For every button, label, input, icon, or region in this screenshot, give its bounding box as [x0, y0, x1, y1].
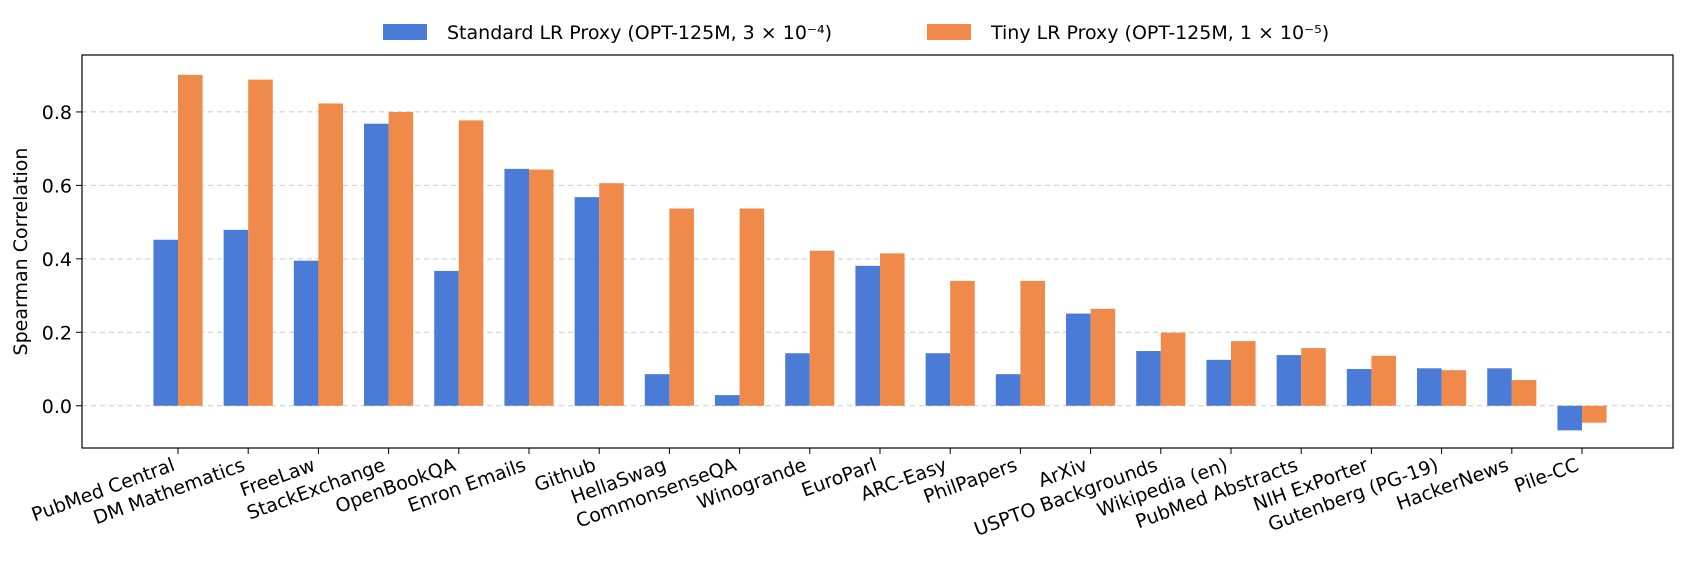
bar [715, 395, 740, 406]
bar [248, 79, 273, 406]
bar [1276, 355, 1302, 406]
bar [388, 111, 414, 406]
y-axis-title: Spearman Correlation [10, 148, 32, 356]
grid-lines [82, 111, 1673, 407]
y-tick-label: 0.2 [42, 322, 72, 344]
bar [1417, 368, 1442, 406]
bar [739, 208, 765, 406]
bar [644, 374, 670, 406]
bar [1231, 341, 1256, 406]
bar [925, 353, 951, 406]
bar [1487, 368, 1512, 406]
bar [1371, 355, 1396, 406]
x-tick-label: Pile-CC [1512, 454, 1582, 497]
bar [995, 374, 1021, 406]
bar [458, 120, 484, 406]
bar [1557, 405, 1582, 431]
y-tick-label: 0.8 [42, 102, 72, 124]
y-tick-label: 0.4 [42, 249, 72, 271]
bar [1160, 332, 1186, 406]
bar [1020, 280, 1045, 406]
bar [1206, 359, 1231, 406]
bar [1301, 348, 1326, 406]
y-tick-label: 0.0 [42, 396, 72, 418]
bar [785, 353, 810, 406]
bar [434, 270, 459, 406]
legend-label: Standard LR Proxy (OPT-125M, 3 × 10⁻⁴) [447, 22, 832, 44]
bar [950, 280, 975, 406]
bar [880, 253, 905, 406]
bar [1090, 308, 1116, 406]
legend-swatch [383, 24, 427, 40]
legend-label: Tiny LR Proxy (OPT-125M, 1 × 10⁻⁵) [990, 22, 1329, 44]
bars [153, 74, 1607, 431]
bar [669, 208, 694, 406]
bar [1346, 369, 1372, 406]
bar [153, 239, 178, 406]
plot-area-frame [81, 54, 1674, 449]
bar [1511, 380, 1537, 406]
bar [223, 229, 249, 406]
bar [1441, 370, 1467, 406]
bar [599, 183, 624, 406]
bar [364, 123, 389, 406]
bar [178, 74, 203, 406]
bar [293, 260, 319, 406]
bar [574, 197, 600, 406]
bar [1066, 313, 1091, 406]
bar [504, 168, 529, 406]
bar [529, 169, 554, 406]
y-tick-label: 0.6 [42, 175, 72, 197]
bar [318, 103, 343, 406]
bar [855, 265, 880, 406]
y-axis: 0.0 0.2 0.4 0.6 0.8 [42, 102, 82, 418]
bar [1582, 405, 1607, 423]
legend-swatch [927, 24, 971, 40]
bar [809, 250, 835, 406]
bar [1136, 351, 1161, 406]
legend: Standard LR Proxy (OPT-125M, 3 × 10⁻⁴) Ti… [383, 22, 1329, 44]
